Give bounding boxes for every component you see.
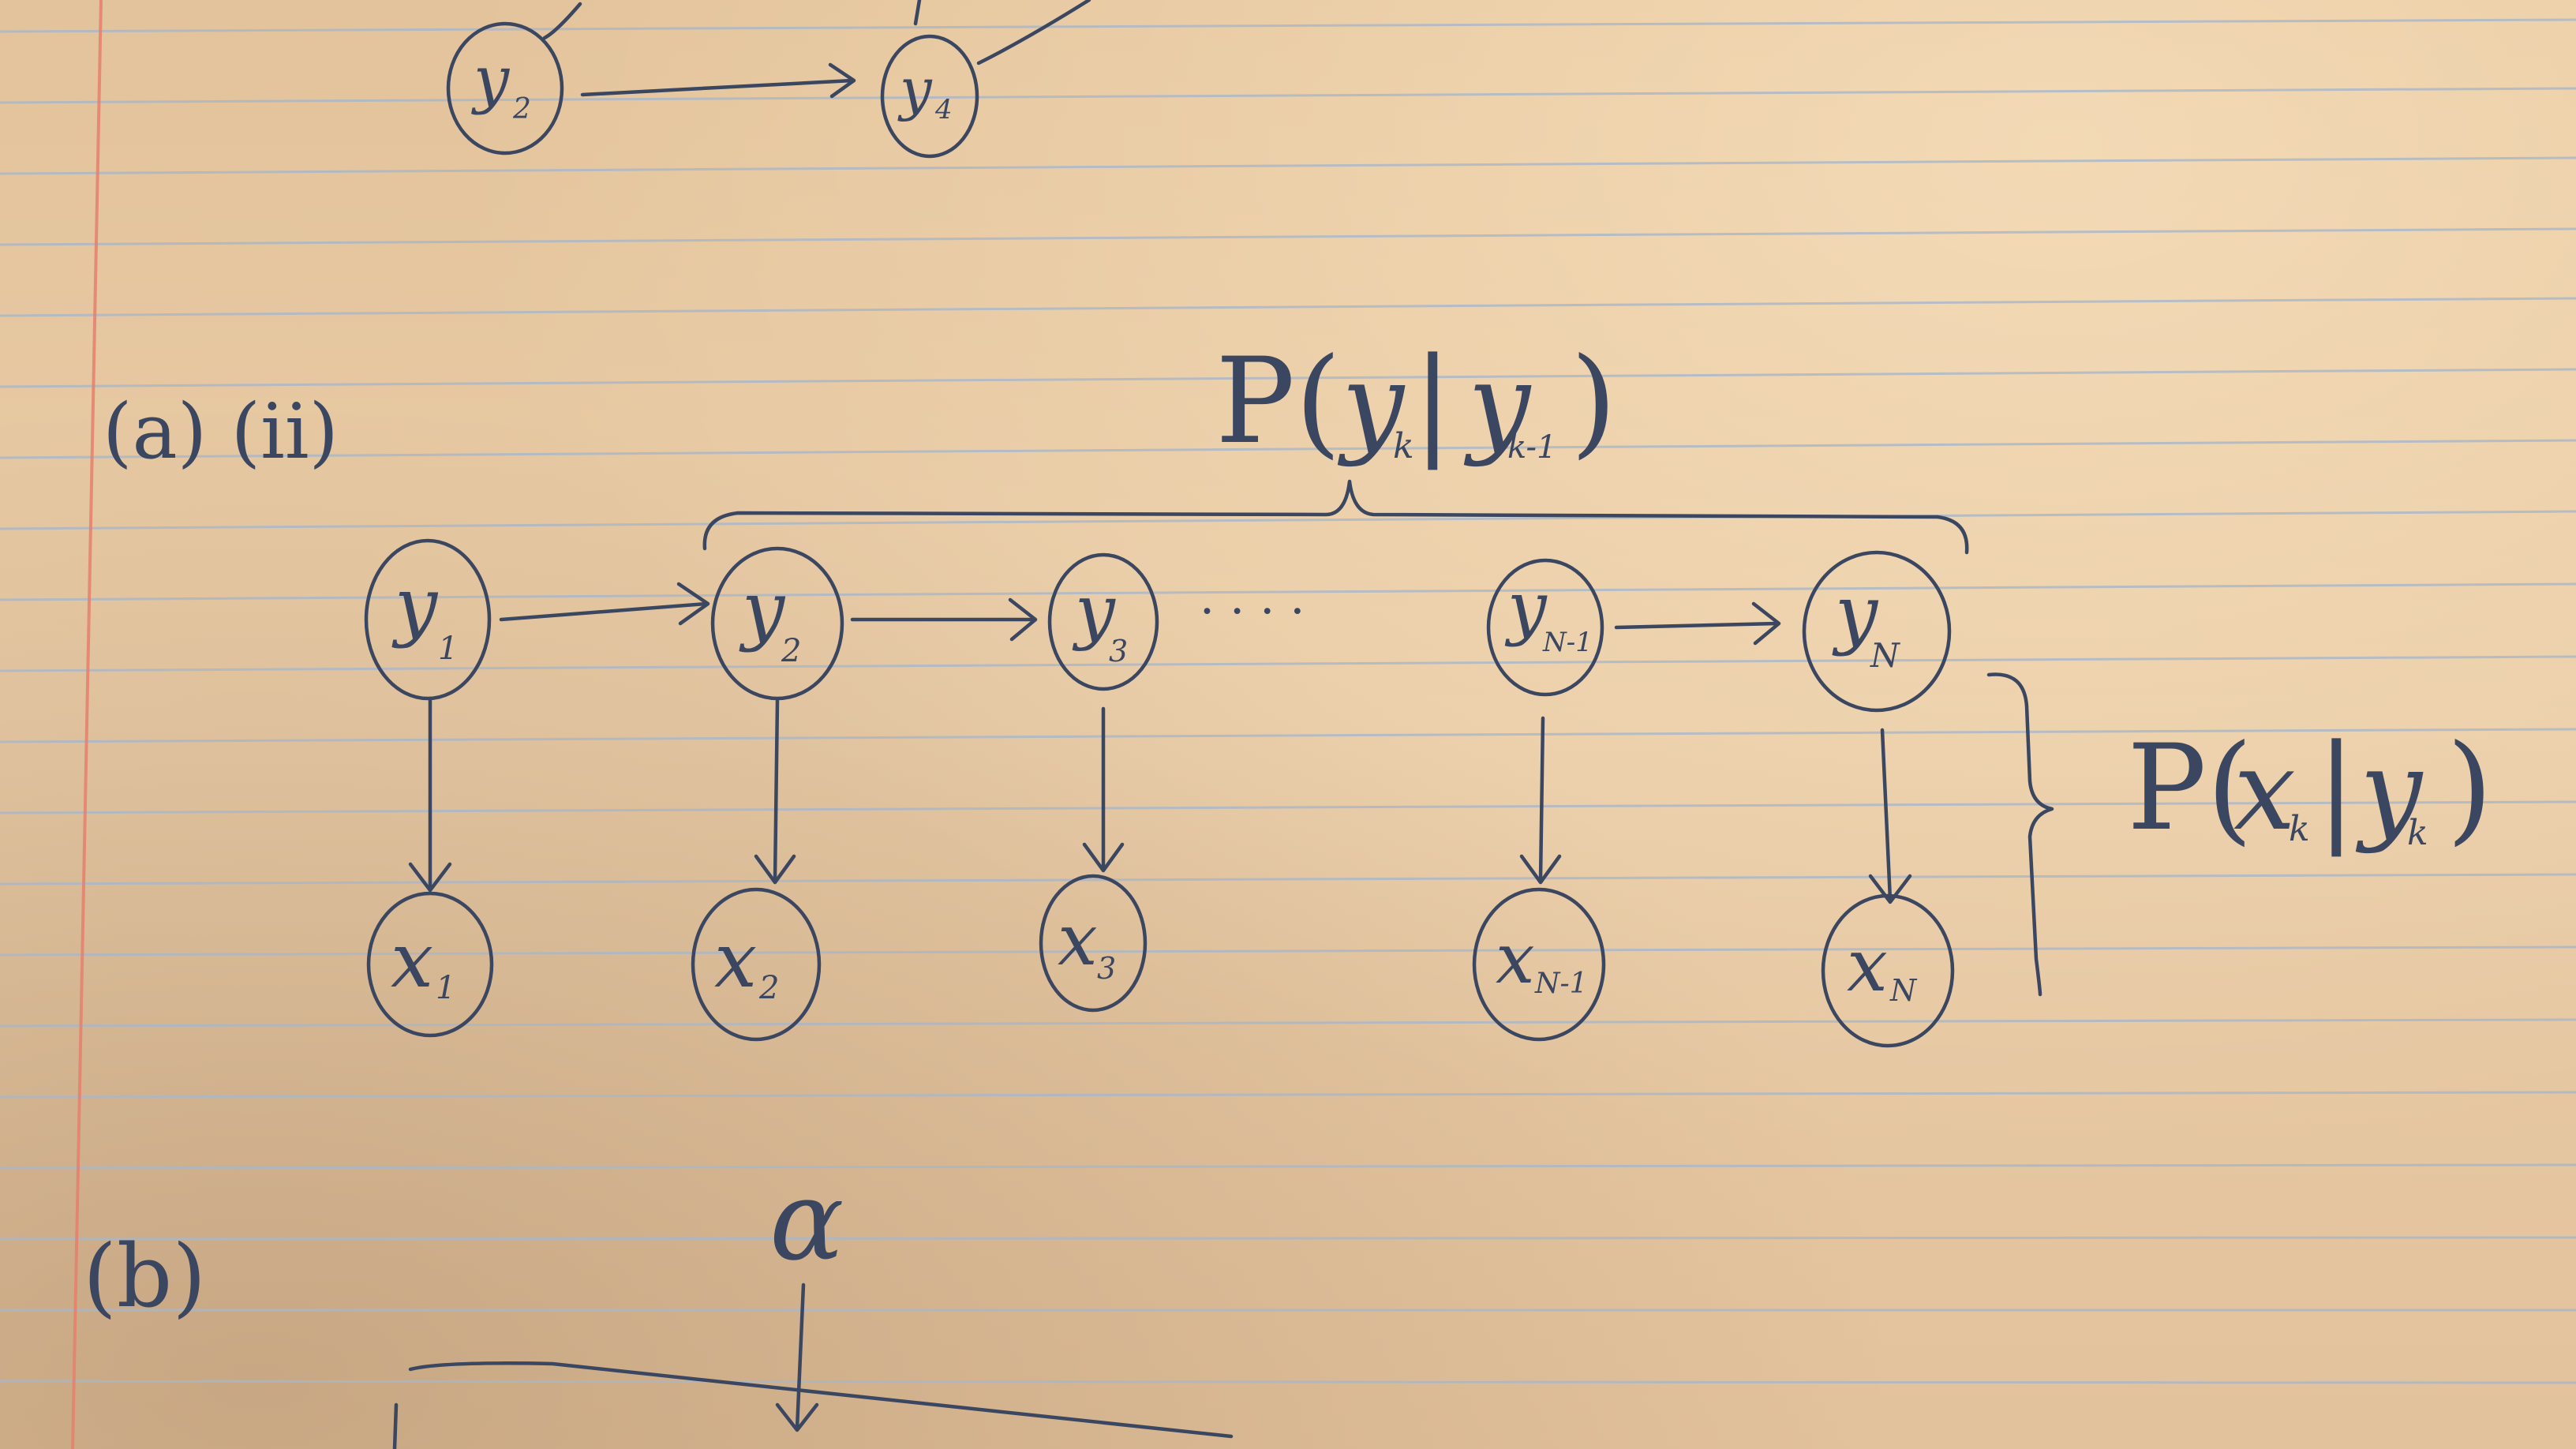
emission-cond: y — [2355, 727, 2424, 856]
transition-brace — [702, 479, 1969, 555]
transition-close: ) — [1571, 333, 1617, 470]
hidden-node-y2 — [710, 546, 844, 701]
edge-yN-1-xN-1 — [1538, 716, 1545, 882]
plate-top — [408, 1361, 1234, 1439]
top-node-y4 — [880, 34, 979, 159]
emission-bar: | — [2316, 720, 2357, 857]
observed-node-xN-sub: N — [1889, 973, 1918, 1008]
alpha-label: α — [769, 1157, 844, 1286]
top-node-y2-sub: 2 — [512, 93, 531, 125]
observed-node-x3-label: x — [1058, 899, 1098, 982]
emission-brace — [1986, 672, 2054, 997]
top-node-y4-label: y — [897, 56, 933, 122]
observed-node-xN-1 — [1472, 887, 1606, 1042]
top-node-y2 — [446, 21, 564, 155]
observed-node-x3-sub: 3 — [1097, 951, 1116, 986]
hidden-node-yN-1-sub: N-1 — [1542, 627, 1593, 658]
ruled-lines — [0, 18, 2576, 1384]
top-node-y4-sub: 4 — [934, 94, 953, 125]
top-node-y2-label: y — [471, 43, 511, 116]
transition-cond-sub: k-1 — [1507, 429, 1557, 466]
hidden-node-y3-sub: 3 — [1109, 634, 1128, 668]
transition-sub: k — [1393, 426, 1414, 466]
hidden-node-y1-label: y — [391, 561, 439, 650]
observed-node-x3 — [1039, 874, 1148, 1013]
transition-open: P( — [1215, 333, 1341, 470]
plate-left — [392, 1402, 399, 1449]
transition-annotation: P( y k | y k-1 ) — [1215, 333, 1617, 470]
top-partial-diagram: y 2 y 4 — [446, 0, 1091, 159]
hidden-node-yN-sub: N — [1870, 636, 1900, 675]
observed-node-x1-sub: 1 — [436, 970, 455, 1006]
edge-yN-xN — [1880, 728, 1893, 902]
emission-edges — [408, 698, 1912, 904]
hidden-node-yN-label: y — [1832, 569, 1879, 657]
observed-node-x2-sub: 2 — [758, 970, 779, 1006]
transition-cond: y — [1463, 340, 1532, 469]
observed-node-xN — [1821, 893, 1955, 1048]
emission-cond-sub: k — [2407, 813, 2428, 853]
hidden-node-y3 — [1047, 552, 1159, 691]
part-b: (b) α — [83, 1157, 1234, 1449]
edge-y2-x2 — [773, 698, 780, 882]
hidden-node-y1-sub: 1 — [438, 631, 458, 667]
hidden-node-y1 — [364, 538, 492, 701]
section-label-a-ii: (a) (ii) — [103, 388, 339, 476]
transition-var: y — [1337, 340, 1406, 469]
observed-node-xN-1-sub: N-1 — [1534, 968, 1588, 1000]
observed-node-x1-label: x — [391, 916, 433, 1005]
top-edge-y2-y4 — [580, 78, 855, 97]
hidden-node-y2-sub: 2 — [781, 633, 801, 669]
observed-node-xN-label: x — [1847, 923, 1888, 1008]
emission-open: P( — [2127, 720, 2252, 857]
hidden-node-yN-1-label: y — [1504, 567, 1548, 648]
observed-node-xN-1-label: x — [1496, 918, 1535, 999]
hidden-node-y2-label: y — [739, 565, 786, 653]
emission-close: ) — [2447, 720, 2493, 857]
hidden-chain: y 1 y 2 y 3 · · · · y N-1 y N — [364, 538, 1952, 713]
observed-node-x1 — [366, 891, 494, 1038]
alpha-edge — [795, 1282, 806, 1431]
hidden-node-yN-1 — [1486, 558, 1604, 697]
emission-sub: k — [2289, 809, 2310, 849]
edge-yN-1-yN — [1614, 621, 1780, 630]
emission-annotation: P( x k | y k ) — [2127, 720, 2493, 857]
observed-node-x2 — [691, 887, 822, 1042]
observed-row: x 1 x 2 x 3 x N-1 x N — [366, 874, 1955, 1048]
emission-var: x — [2233, 727, 2296, 856]
hidden-node-y3-label: y — [1072, 570, 1116, 653]
hidden-node-yN — [1802, 550, 1952, 713]
observed-node-x2-label: x — [714, 916, 757, 1005]
margin-line — [71, 0, 103, 1449]
chain-ellipsis: · · · · — [1200, 584, 1305, 639]
edge-y1-y2 — [499, 601, 709, 622]
transition-bar: | — [1413, 333, 1453, 470]
section-label-b: (b) — [83, 1226, 206, 1327]
